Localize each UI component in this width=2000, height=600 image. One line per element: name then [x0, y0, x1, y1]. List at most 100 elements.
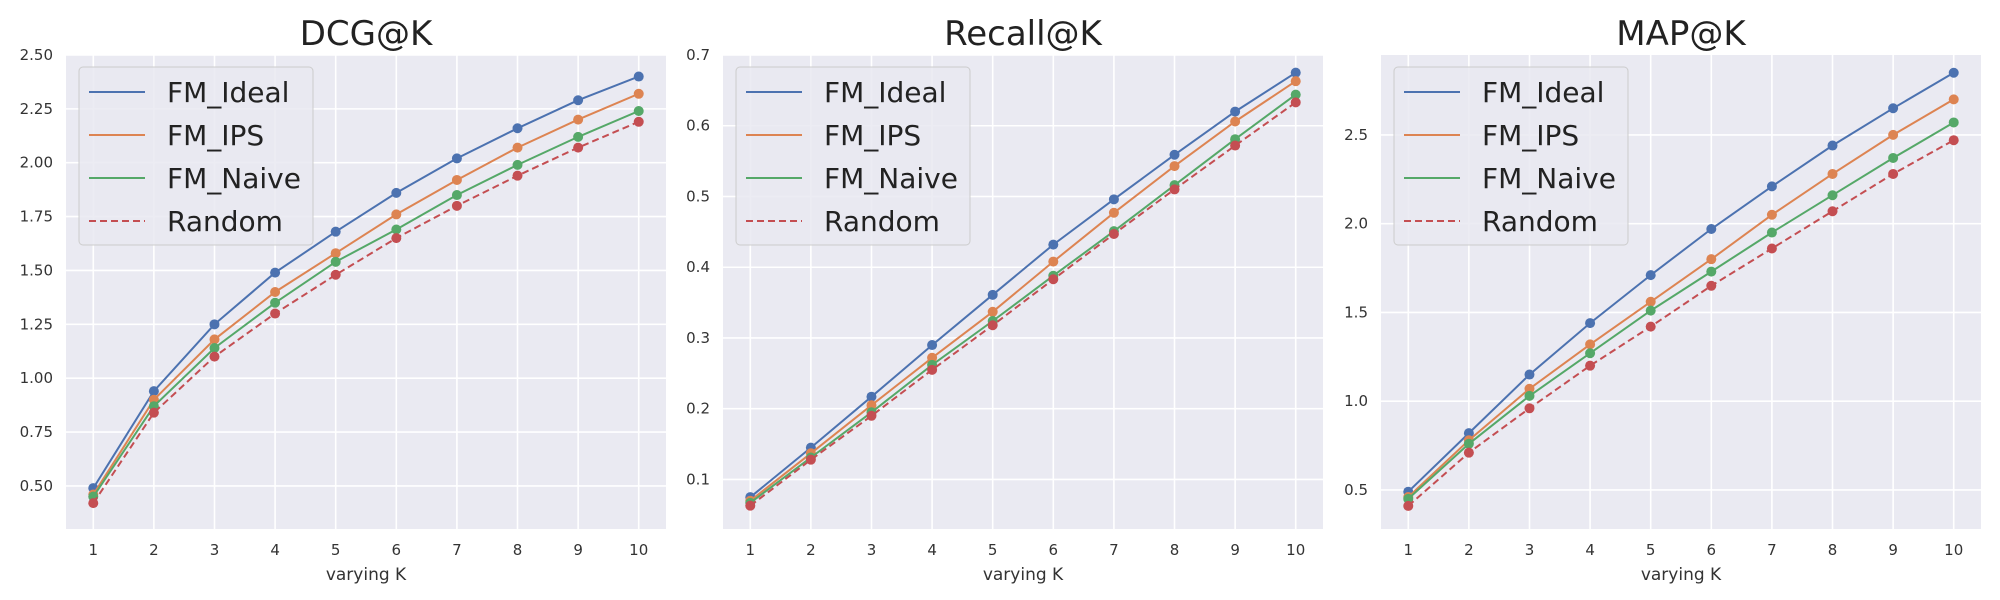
data-point-fm-ips	[1048, 256, 1059, 267]
data-point-fm-ideal	[1290, 67, 1301, 78]
data-point-random	[1230, 140, 1241, 151]
data-point-fm-ideal	[866, 391, 877, 402]
y-tick-label: 2.00	[20, 154, 53, 172]
data-point-random	[1169, 184, 1180, 195]
y-tick-label: 1.0	[1344, 392, 1368, 410]
legend-box	[735, 66, 971, 246]
data-point-fm-ips	[1766, 209, 1777, 220]
legend-label-fm-naive: FM_Naive	[824, 162, 958, 195]
x-tick-label: 10	[629, 541, 648, 559]
data-point-fm-ideal	[270, 267, 281, 278]
series-line-fm-naive	[92, 110, 640, 498]
data-point-fm-ips	[1108, 207, 1119, 218]
data-point-fm-ips	[1585, 339, 1596, 350]
legend-label-fm-ideal: FM_Ideal	[167, 76, 289, 109]
data-point-fm-ips	[633, 88, 644, 99]
series-line-fm-ideal	[92, 75, 640, 489]
data-point-fm-ips	[1230, 116, 1241, 127]
legend: FM_Ideal FM_IPS FM_Naive Random	[735, 66, 971, 246]
data-point-fm-ideal	[987, 289, 998, 300]
data-point-fm-ips	[1524, 383, 1535, 394]
x-tick-label: 3	[210, 541, 220, 559]
data-point-fm-naive	[1948, 117, 1959, 128]
chart-panel-dcg-k: 1 2 3 4 5 6 7 8 9 10 0.50 0.75 1.00 1.25 1.50 1.75 2.00 2…	[20, 14, 666, 585]
data-point-fm-naive	[330, 256, 341, 267]
series-line-fm-ips	[1407, 98, 1955, 498]
y-tick-label: 0.50	[20, 477, 53, 495]
chart-title: MAP@K	[1616, 14, 1747, 54]
y-tick-label: 2.5	[1344, 126, 1368, 144]
legend-box	[78, 66, 314, 246]
data-point-random	[805, 454, 816, 465]
data-point-fm-naive	[1888, 152, 1899, 163]
data-point-random	[1108, 228, 1119, 239]
x-tick-label: 4	[1585, 541, 1595, 559]
data-point-random	[987, 320, 998, 331]
data-point-fm-ideal	[330, 226, 341, 237]
series-line-fm-ips	[92, 92, 640, 496]
x-tick-label: 1	[88, 541, 98, 559]
data-point-fm-ideal	[1888, 103, 1899, 114]
data-point-fm-naive	[1524, 390, 1535, 401]
legend-box	[1393, 66, 1629, 246]
data-point-fm-naive	[1290, 89, 1301, 100]
x-tick-label: 6	[1049, 541, 1059, 559]
data-point-fm-naive	[633, 106, 644, 117]
data-point-fm-ips	[866, 400, 877, 411]
legend-label-fm-ideal: FM_Ideal	[824, 76, 946, 109]
data-point-random	[1888, 168, 1899, 179]
x-tick-label: 9	[573, 541, 583, 559]
data-point-fm-naive	[209, 343, 220, 354]
data-point-fm-naive	[1645, 305, 1656, 316]
x-tick-label: 7	[1767, 541, 1777, 559]
x-tick-label: 9	[1888, 541, 1898, 559]
y-tick-label: 0.4	[686, 258, 710, 276]
series-line-fm-naive	[749, 93, 1297, 504]
x-tick-label: 2	[1464, 541, 1474, 559]
data-point-fm-ips	[209, 334, 220, 345]
data-point-random	[633, 116, 644, 127]
y-tick-label: 0.6	[686, 117, 710, 135]
y-tick-label: 0.1	[686, 470, 710, 488]
y-tick-label: 1.75	[20, 208, 53, 226]
legend-label-random: Random	[167, 205, 283, 238]
data-point-fm-ips	[1827, 168, 1838, 179]
x-tick-label: 3	[867, 541, 877, 559]
x-axis-label: varying K	[326, 565, 407, 585]
data-point-fm-ideal	[148, 386, 159, 397]
y-tick-label: 0.75	[20, 423, 53, 441]
y-tick-label: 0.7	[686, 46, 710, 64]
data-point-fm-naive	[1585, 348, 1596, 359]
data-point-fm-naive	[1827, 190, 1838, 201]
data-point-fm-ips	[1290, 76, 1301, 87]
data-point-fm-ips	[987, 306, 998, 317]
x-tick-label: 5	[331, 541, 341, 559]
data-point-random	[270, 308, 281, 319]
data-point-random	[573, 142, 584, 153]
data-point-fm-ideal	[1463, 428, 1474, 439]
legend-label-random: Random	[824, 205, 940, 238]
data-point-fm-ideal	[1948, 67, 1959, 78]
series-line-fm-ips	[749, 80, 1297, 502]
chart-panel-recall-k: 1 2 3 4 5 6 7 8 9 10 0.1 0.2 0.3 0.4 0.5 0.6 0.7 varying …	[686, 14, 1323, 585]
data-point-random	[1706, 280, 1717, 291]
data-point-fm-naive	[391, 224, 402, 235]
x-tick-label: 5	[988, 541, 998, 559]
data-point-fm-ips	[512, 142, 523, 153]
data-point-random	[1827, 206, 1838, 217]
data-point-random	[148, 407, 159, 418]
series-line-fm-naive	[1407, 121, 1955, 500]
data-point-random	[451, 200, 462, 211]
series-line-fm-ideal	[749, 71, 1297, 498]
series-line-fm-ideal	[1407, 71, 1955, 493]
x-tick-label: 8	[1828, 541, 1838, 559]
data-point-fm-ideal	[451, 153, 462, 164]
data-point-random	[88, 498, 99, 509]
data-point-random	[1403, 500, 1414, 511]
data-point-fm-ideal	[927, 340, 938, 351]
legend: FM_Ideal FM_IPS FM_Naive Random	[78, 66, 314, 246]
data-point-random	[866, 410, 877, 421]
data-point-fm-ips	[451, 174, 462, 185]
x-tick-label: 7	[1109, 541, 1119, 559]
